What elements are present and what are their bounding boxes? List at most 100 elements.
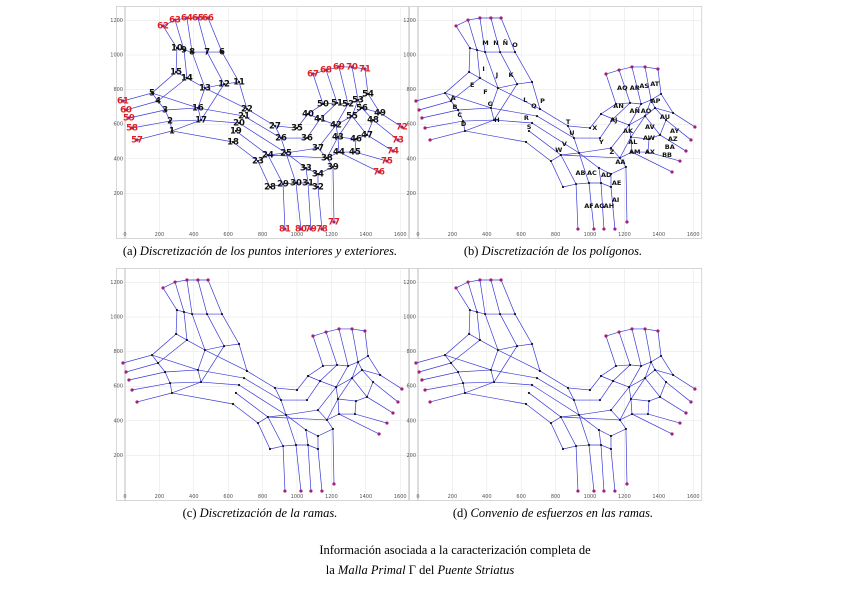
mesh-edge xyxy=(630,398,681,424)
mesh-node xyxy=(483,50,487,54)
node-label: 25 xyxy=(280,148,292,158)
y-tick-label: 800 xyxy=(406,87,416,93)
mesh-edge xyxy=(444,25,471,94)
mesh-node xyxy=(336,135,340,139)
mesh-node xyxy=(245,107,249,111)
mesh-node xyxy=(664,118,668,122)
outer-node-label: 70 xyxy=(346,62,358,72)
node-label: AV xyxy=(645,123,655,131)
mesh-node xyxy=(609,146,613,150)
mesh-node xyxy=(599,181,603,185)
mesh-node xyxy=(597,428,601,432)
mesh-edge xyxy=(421,109,459,119)
mesh-edge xyxy=(197,369,245,379)
mesh-node xyxy=(378,373,382,377)
mesh-node xyxy=(454,286,458,290)
node-label: H xyxy=(494,116,499,124)
mesh-node xyxy=(173,18,177,22)
mesh-node xyxy=(203,348,207,352)
mesh-edge xyxy=(246,73,324,129)
mesh-node xyxy=(670,170,674,174)
mesh-edge xyxy=(628,107,674,126)
mesh-node xyxy=(576,227,580,231)
panel: 0200400600800100012001400160020040060080… xyxy=(403,268,703,520)
y-tick-label: 200 xyxy=(113,453,123,459)
mesh-edge xyxy=(243,331,338,401)
outer-node-label: 78 xyxy=(316,225,328,235)
mesh-node xyxy=(417,108,421,112)
mesh-node xyxy=(346,102,350,106)
mesh-node xyxy=(496,348,500,352)
mesh-edge xyxy=(625,166,628,222)
mesh-edge xyxy=(207,17,248,110)
mesh-node xyxy=(363,329,367,333)
node-label: 51 xyxy=(331,98,343,108)
node-label: 54 xyxy=(362,89,374,99)
node-label: F xyxy=(483,88,487,96)
mesh-node xyxy=(449,361,453,365)
outer-node-label: 61 xyxy=(117,97,129,107)
mesh-node xyxy=(190,312,194,316)
mesh-edge xyxy=(285,152,307,169)
y-tick-label: 1000 xyxy=(110,315,123,321)
y-tick-label: 600 xyxy=(113,384,123,390)
node-label: AH xyxy=(604,202,614,210)
outer-node-label: 65 xyxy=(192,13,204,23)
mesh-node xyxy=(237,121,241,125)
mesh-node xyxy=(161,286,165,290)
outer-node-label: 57 xyxy=(131,135,143,145)
mesh-edge xyxy=(125,100,159,111)
mesh-node xyxy=(513,312,517,316)
mesh-node xyxy=(678,159,682,163)
mesh-node xyxy=(199,118,203,122)
node-label: AK xyxy=(623,127,634,135)
mesh-node xyxy=(174,70,178,74)
mesh-edge xyxy=(204,87,248,110)
y-tick-label: 1000 xyxy=(110,53,123,59)
mesh-node xyxy=(294,443,298,447)
x-tick-label: 200 xyxy=(448,494,458,500)
mesh-edge xyxy=(357,361,399,403)
node-label: 44 xyxy=(333,148,345,158)
mesh-node xyxy=(400,125,404,129)
mesh-node xyxy=(279,398,283,402)
mesh-edge xyxy=(131,382,171,391)
mesh-node xyxy=(294,181,298,185)
mesh-node xyxy=(609,434,613,438)
mesh-node xyxy=(304,428,308,432)
mesh-node xyxy=(185,16,189,20)
mesh-node xyxy=(513,50,517,54)
mesh-node xyxy=(331,427,335,431)
mesh-node xyxy=(130,388,134,392)
x-tick-label: 800 xyxy=(551,232,561,238)
mesh-node xyxy=(135,138,139,142)
mesh-node xyxy=(266,415,270,419)
mesh-node xyxy=(309,227,313,231)
mesh-edge xyxy=(464,392,527,405)
outer-node-label: 72 xyxy=(396,122,408,132)
mesh-node xyxy=(658,133,662,137)
mesh-node xyxy=(588,126,592,130)
mesh-node xyxy=(478,278,482,282)
node-label: 22 xyxy=(241,104,253,114)
mesh-node xyxy=(659,92,663,96)
mesh-node xyxy=(587,443,591,447)
subfigure-caption: (d) Convenio de esfuerzos en las ramas. xyxy=(453,506,653,520)
mesh-edge xyxy=(424,382,464,391)
y-tick-label: 800 xyxy=(113,87,123,93)
mesh-node xyxy=(273,124,277,128)
mesh-node xyxy=(483,312,487,316)
mesh-edge xyxy=(630,136,681,162)
mesh-edge xyxy=(424,120,464,129)
x-tick-label: 1200 xyxy=(325,232,338,238)
mesh-node xyxy=(643,114,647,118)
node-label: 55 xyxy=(346,112,358,122)
y-tick-label: 600 xyxy=(406,122,416,128)
mesh-node xyxy=(173,280,177,284)
mesh-node xyxy=(168,119,172,123)
x-tick-label: 1000 xyxy=(584,494,597,500)
mesh-node xyxy=(627,385,631,389)
mesh-node xyxy=(576,489,580,493)
node-label: O xyxy=(512,41,518,49)
node-label: Z xyxy=(609,148,614,156)
